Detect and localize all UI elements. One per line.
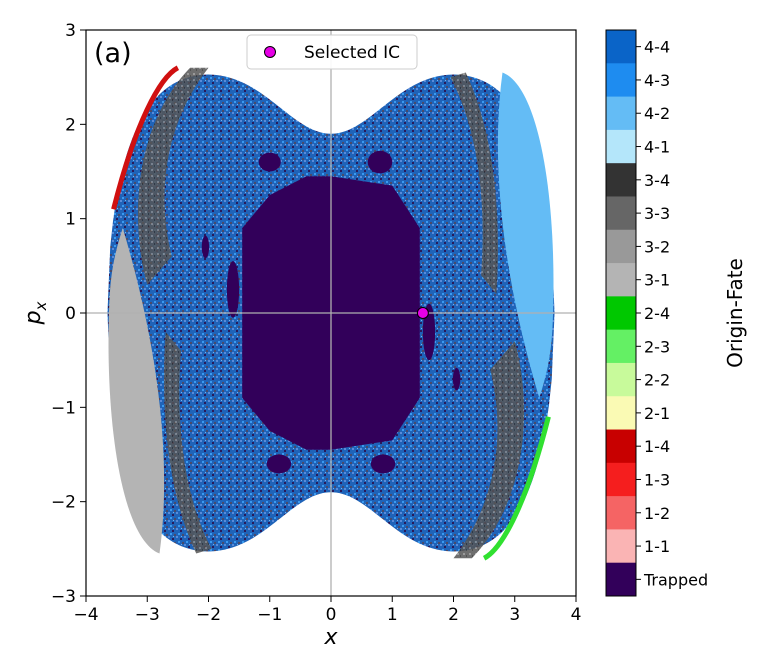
colorbar-swatch bbox=[606, 396, 636, 431]
trapped-island-2 bbox=[367, 150, 393, 174]
y-tick-label: 1 bbox=[65, 210, 76, 230]
colorbar-swatch bbox=[606, 496, 636, 530]
trapped-island-5 bbox=[266, 454, 292, 474]
svg-text:px: px bbox=[21, 301, 50, 325]
colorbar-tick-label: 4-1 bbox=[644, 138, 670, 157]
colorbar-swatch bbox=[606, 63, 636, 98]
grey-band-3 bbox=[450, 72, 498, 295]
colorbar-swatch bbox=[606, 229, 636, 264]
colorbar-tick-label: 4-3 bbox=[644, 71, 670, 90]
x-tick-label: −2 bbox=[196, 605, 221, 625]
trapped-island-6 bbox=[370, 454, 396, 474]
colorbar-swatch bbox=[606, 129, 636, 164]
colorbar-label: Origin-Fate bbox=[723, 258, 747, 368]
legend-box bbox=[246, 34, 418, 70]
green-strip bbox=[482, 416, 551, 561]
colorbar-tick-label: 3-2 bbox=[644, 237, 670, 256]
grey-band-4 bbox=[164, 331, 212, 554]
colorbar-tick-label: 3-3 bbox=[644, 204, 670, 223]
colorbar-swatch bbox=[606, 163, 636, 197]
colorbar-swatch bbox=[606, 529, 636, 564]
colorbar-tick-label: 2-3 bbox=[644, 337, 670, 356]
colorbar-swatch bbox=[606, 263, 636, 297]
trapped-island-7 bbox=[201, 235, 210, 259]
colorbar-tick-label: 3-1 bbox=[644, 271, 670, 290]
y-tick-label: −1 bbox=[51, 398, 76, 418]
red-strip bbox=[111, 65, 180, 210]
left-lobe-region bbox=[108, 228, 165, 554]
colorbar-swatch bbox=[606, 96, 636, 131]
colorbar-tick-label: 1-1 bbox=[644, 537, 670, 556]
colorbar-swatch bbox=[606, 362, 636, 397]
colorbar-tick-label: 4-4 bbox=[644, 38, 670, 57]
trapped-island-1 bbox=[258, 152, 281, 172]
legend: Selected IC bbox=[246, 34, 418, 70]
legend-label: Selected IC bbox=[304, 43, 400, 63]
x-axis-label: x bbox=[323, 625, 338, 650]
colorbar-tick-label: 1-3 bbox=[644, 470, 670, 489]
colorbar-swatch bbox=[606, 196, 636, 231]
y-tick-label: −2 bbox=[51, 493, 76, 513]
colorbar-tick-label: 1-2 bbox=[644, 504, 670, 523]
y-axis-label: px bbox=[21, 301, 50, 325]
colorbar-swatch bbox=[606, 296, 636, 331]
right-lobe-region bbox=[497, 72, 554, 398]
x-tick-label: 1 bbox=[387, 605, 398, 625]
colorbar-tick-label: 1-4 bbox=[644, 437, 670, 456]
x-tick-label: 4 bbox=[571, 605, 582, 625]
grey-band-2 bbox=[453, 341, 525, 559]
colorbar-tick-label: 2-4 bbox=[644, 304, 670, 323]
colorbar-tick-label: 2-1 bbox=[644, 404, 670, 423]
colorbar-frame bbox=[605, 29, 637, 597]
colorbar-swatch bbox=[606, 429, 636, 464]
y-tick-label: 0 bbox=[65, 304, 76, 324]
colorbar-swatch bbox=[606, 462, 636, 497]
x-tick-label: 0 bbox=[326, 605, 337, 625]
x-tick-label: −1 bbox=[257, 605, 282, 625]
colorbar-tick-label: 4-2 bbox=[644, 104, 670, 123]
y-axis-label-main: p bbox=[21, 310, 46, 325]
y-tick-label: 3 bbox=[65, 21, 76, 41]
colorbar-tick-label: Trapped bbox=[643, 570, 708, 589]
colorbar-tick-label: 3-4 bbox=[644, 171, 670, 190]
y-tick-label: 2 bbox=[65, 115, 76, 135]
trapped-island-8 bbox=[452, 367, 461, 391]
colorbar-swatch bbox=[606, 562, 636, 597]
x-tick-label: 2 bbox=[448, 605, 459, 625]
x-tick-label: 3 bbox=[509, 605, 520, 625]
y-tick-label: −3 bbox=[51, 587, 76, 607]
x-tick-label: −3 bbox=[135, 605, 160, 625]
colorbar: 4-4 4-3 4-2 4-1 3-4 3-3 3-2 3-1 2-4 2-3 2-2 2-1 1-4 1… bbox=[605, 29, 708, 597]
y-axis-label-sub: x bbox=[32, 301, 50, 311]
trapped-island-3 bbox=[226, 261, 240, 318]
colorbar-swatch bbox=[606, 329, 636, 364]
colorbar-tick-label: 2-2 bbox=[644, 371, 670, 390]
selected-ic-point bbox=[416, 307, 429, 319]
x-tick-label: −4 bbox=[73, 605, 98, 625]
panel-label: (a) bbox=[94, 38, 132, 69]
colorbar-swatch bbox=[606, 30, 636, 64]
grey-band-1 bbox=[137, 67, 209, 285]
legend-marker bbox=[264, 46, 276, 58]
